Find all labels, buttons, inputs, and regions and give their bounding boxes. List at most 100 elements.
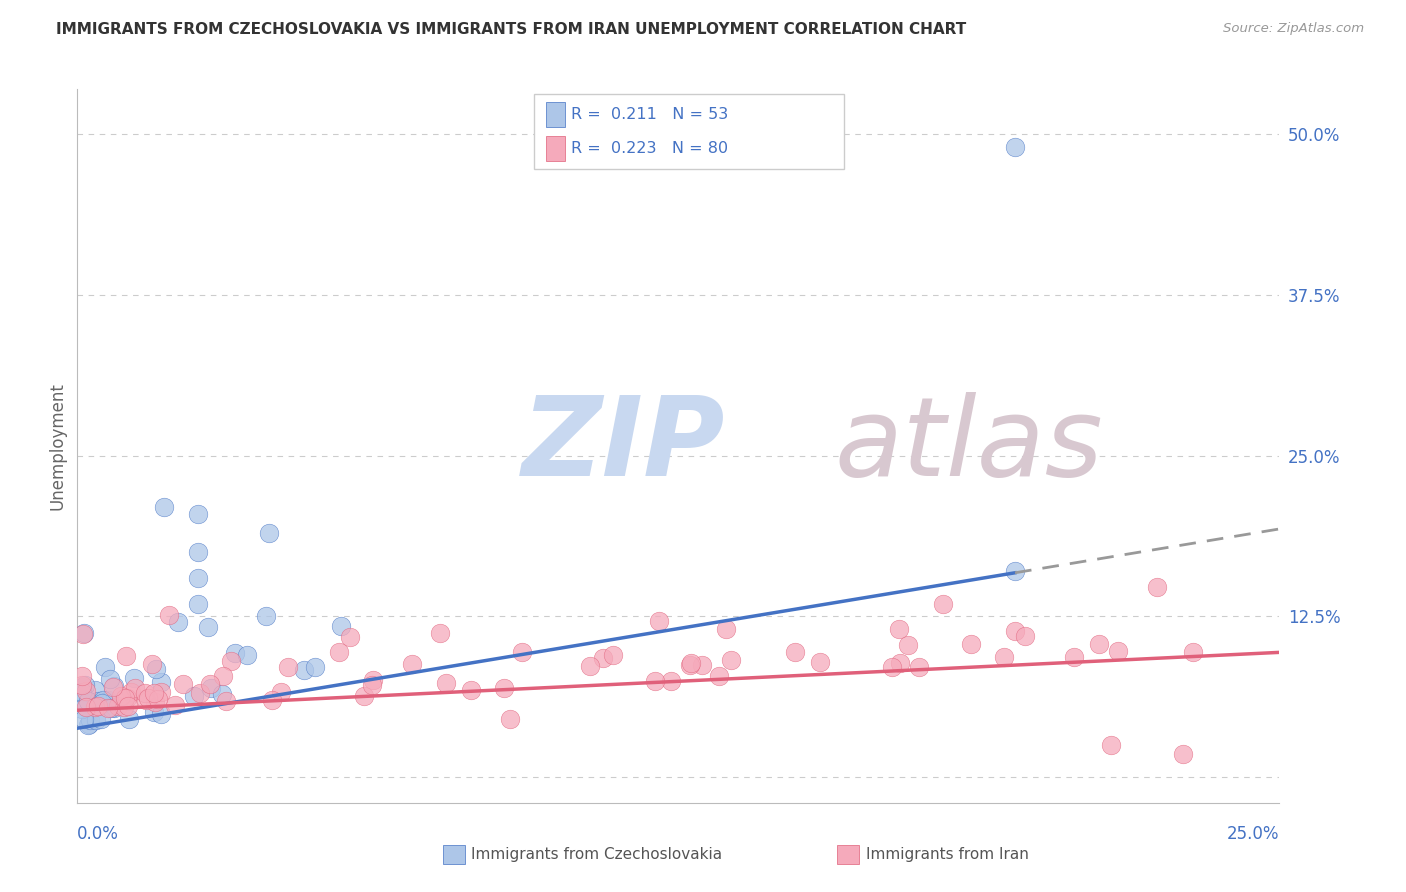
Point — [75, 684, 97, 698]
Point — [86, 694, 108, 708]
Point — [460, 683, 482, 698]
Point — [183, 689, 205, 703]
Point — [91, 697, 114, 711]
Point — [135, 692, 157, 706]
Point — [100, 673, 122, 687]
Point — [401, 657, 423, 672]
Point — [141, 657, 163, 672]
Point — [1014, 629, 1036, 643]
Point — [153, 500, 176, 514]
Point — [118, 712, 141, 726]
Point — [120, 685, 142, 699]
Point — [429, 625, 451, 640]
Point — [90, 712, 112, 726]
Point — [77, 694, 100, 708]
Point — [115, 649, 138, 664]
Point — [112, 700, 135, 714]
Point — [720, 653, 742, 667]
Point — [361, 673, 384, 687]
Point — [77, 717, 100, 731]
Point — [73, 713, 96, 727]
Point — [167, 615, 190, 630]
Point — [103, 700, 125, 714]
Point — [1088, 638, 1111, 652]
Point — [117, 691, 139, 706]
Point — [186, 545, 209, 559]
Point — [219, 654, 242, 668]
Point — [353, 689, 375, 703]
Point — [661, 674, 683, 689]
Point — [339, 630, 361, 644]
Point — [889, 657, 911, 671]
Point — [70, 678, 93, 692]
Point — [304, 660, 326, 674]
Point — [79, 713, 101, 727]
Y-axis label: Unemployment: Unemployment — [48, 382, 66, 510]
Point — [681, 656, 703, 670]
Text: IMMIGRANTS FROM CZECHOSLOVAKIA VS IMMIGRANTS FROM IRAN UNEMPLOYMENT CORRELATION : IMMIGRANTS FROM CZECHOSLOVAKIA VS IMMIGR… — [56, 22, 966, 37]
Point — [70, 684, 93, 698]
Point — [186, 597, 209, 611]
Point — [188, 686, 211, 700]
Point — [215, 694, 238, 708]
Point — [510, 645, 533, 659]
Point — [87, 698, 110, 713]
Point — [72, 626, 94, 640]
Point — [1099, 738, 1122, 752]
Point — [145, 662, 167, 676]
Point — [93, 692, 115, 706]
Point — [107, 698, 129, 713]
Text: 25.0%: 25.0% — [1227, 825, 1279, 843]
Text: Immigrants from Czechoslovakia: Immigrants from Czechoslovakia — [471, 847, 723, 862]
Point — [94, 660, 117, 674]
Text: 0.0%: 0.0% — [77, 825, 120, 843]
Point — [960, 636, 983, 650]
Point — [143, 705, 166, 719]
Point — [707, 669, 730, 683]
Point — [117, 698, 139, 713]
Point — [260, 693, 283, 707]
Text: atlas: atlas — [835, 392, 1104, 500]
Text: Source: ZipAtlas.com: Source: ZipAtlas.com — [1223, 22, 1364, 36]
Point — [70, 691, 93, 706]
Point — [200, 681, 222, 695]
Point — [110, 689, 132, 703]
Point — [328, 645, 350, 659]
Point — [254, 609, 277, 624]
Point — [236, 648, 259, 663]
Point — [897, 639, 920, 653]
Point — [257, 526, 280, 541]
Point — [101, 680, 124, 694]
Point — [808, 655, 831, 669]
Point — [1173, 747, 1195, 761]
Point — [149, 675, 172, 690]
Point — [197, 620, 219, 634]
Point — [492, 681, 515, 695]
Point — [83, 683, 105, 698]
Point — [224, 646, 246, 660]
Point — [136, 690, 159, 705]
Point — [143, 695, 166, 709]
Point — [578, 659, 600, 673]
Point — [1107, 643, 1129, 657]
Point — [1004, 140, 1026, 154]
Point — [100, 700, 122, 714]
Point — [97, 701, 120, 715]
Point — [72, 626, 94, 640]
Point — [97, 693, 120, 707]
Point — [880, 660, 903, 674]
Point — [103, 679, 125, 693]
Point — [270, 685, 292, 699]
Point — [644, 673, 666, 688]
Point — [648, 614, 671, 628]
Point — [1004, 624, 1026, 639]
Point — [73, 678, 96, 692]
Point — [993, 650, 1015, 665]
Point — [1146, 580, 1168, 594]
Point — [84, 699, 107, 714]
Point — [200, 677, 222, 691]
Point — [277, 659, 299, 673]
Point — [292, 663, 315, 677]
Point — [889, 622, 911, 636]
Point — [679, 658, 702, 673]
